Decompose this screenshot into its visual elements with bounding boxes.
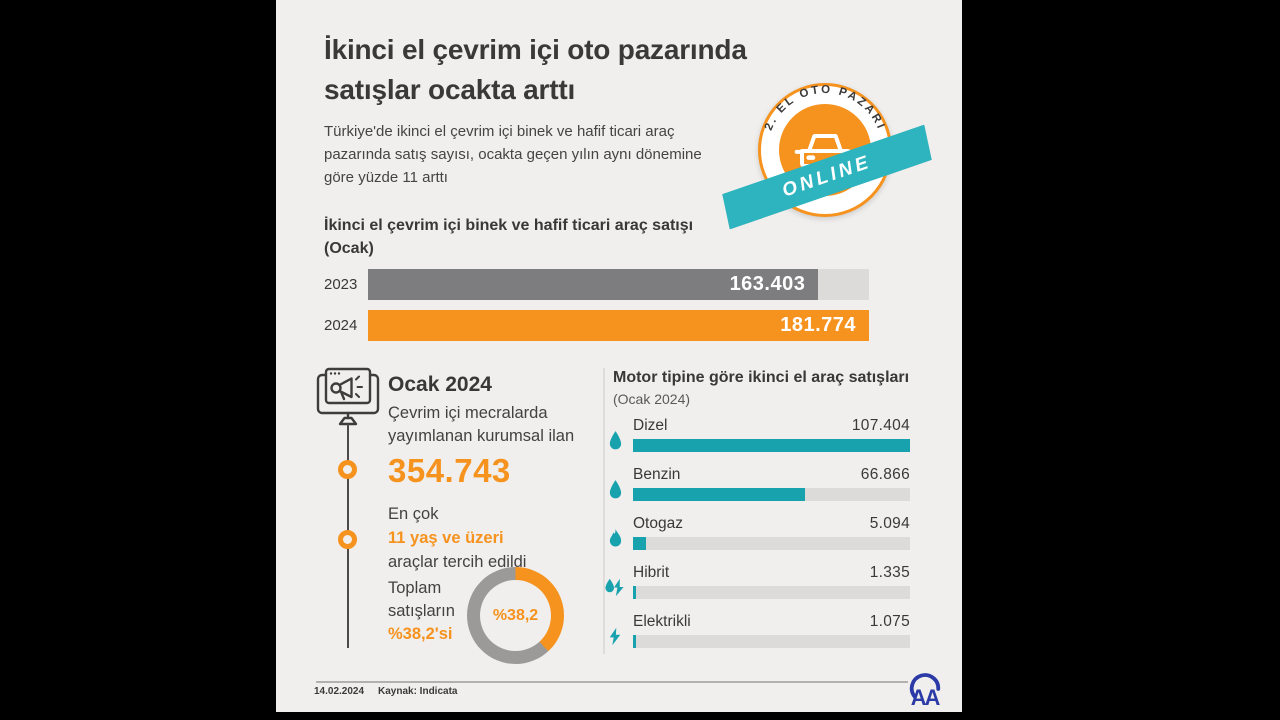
bar-fill-2024: 181.774 [368, 310, 869, 341]
title-line-1: İkinci el çevrim içi oto pazarında [324, 34, 747, 65]
listings-count: 354.743 [388, 452, 511, 489]
engine-value: 1.075 [869, 613, 910, 630]
engine-fill [633, 537, 647, 550]
share-donut-chart: %38,2 [467, 567, 564, 664]
bar-track-2024: 181.774 [368, 310, 869, 341]
badge-arc-label: 2. EL OTO PAZARI [763, 84, 885, 133]
flame-icon [609, 529, 622, 547]
infographic-page: İkinci el çevrim içi oto pazarında satış… [276, 0, 962, 712]
engine-chart-heading: Motor tipine göre ikinci el araç satışla… [613, 369, 910, 386]
engine-track [633, 439, 910, 452]
engine-row-otogaz: Otogaz 5.094 [608, 515, 910, 557]
bar-fill-2023: 163.403 [368, 269, 819, 300]
engine-value: 107.404 [851, 417, 910, 434]
title-line-2: satışlar ocakta arttı [324, 74, 576, 105]
bar-value-2023: 163.403 [729, 273, 806, 295]
footer-source: Kaynak: Indicata [378, 686, 458, 697]
total-line-2: satışların [388, 602, 455, 620]
sales-heading-line-2: (Ocak) [324, 240, 374, 257]
highlight-desc: Çevrim içi mecralarda yayımlanan kurumsa… [388, 402, 574, 448]
engine-chart-subheading: (Ocak 2024) [613, 391, 691, 407]
engine-track [633, 488, 910, 501]
page-subtitle: Türkiye'de ikinci el çevrim içi binek ve… [324, 123, 702, 186]
engine-fill [633, 586, 637, 599]
bar-label-2023: 2023 [324, 276, 358, 293]
engine-row-dizel: Dizel 107.404 [608, 417, 910, 459]
engine-label: Elektrikli [633, 613, 691, 630]
engine-value: 1.335 [869, 564, 910, 581]
engine-track [633, 537, 910, 550]
timeline-ring-1 [338, 460, 357, 479]
engine-label: Benzin [633, 466, 681, 483]
monitor-megaphone-icon [316, 367, 380, 426]
timeline-ring-2 [338, 530, 357, 549]
engine-row-elektrikli: Elektrikli 1.075 [608, 613, 910, 655]
engine-fill [633, 488, 806, 501]
footer-date: 14.02.2024 [314, 686, 365, 697]
engine-label: Dizel [633, 417, 668, 434]
total-line-1: Toplam [388, 579, 442, 597]
total-highlight: %38,2'si [388, 625, 453, 643]
age-preference-block: En çok 11 yaş ve üzeri araçlar tercih ed… [388, 502, 526, 574]
pref-intro: En çok [388, 505, 439, 523]
engine-label: Hibrit [633, 564, 670, 581]
engine-value: 5.094 [869, 515, 910, 532]
bolt-icon [609, 627, 621, 646]
svg-text:AA: AA [911, 685, 941, 709]
donut-center-label: %38,2 [492, 606, 539, 624]
sales-heading-line-1: İkinci el çevrim içi binek ve hafif tica… [324, 217, 694, 234]
bar-track-2023: 163.403 [368, 269, 869, 300]
droplet-icon [609, 431, 622, 450]
engine-label: Otogaz [633, 515, 683, 532]
engine-fill [633, 439, 910, 452]
donut-hole: %38,2 [480, 580, 551, 651]
engine-track [633, 586, 910, 599]
page-title: İkinci el çevrim içi oto pazarında satış… [324, 30, 747, 110]
aa-logo: AA [909, 673, 943, 709]
engine-row-hibrit: Hibrit 1.335 [605, 564, 910, 606]
bar-label-2024: 2024 [324, 317, 358, 334]
pref-rest: araçlar tercih edildi [388, 553, 527, 571]
engine-value: 66.866 [860, 466, 910, 483]
bar-value-2024: 181.774 [780, 314, 856, 336]
sales-chart-heading: İkinci el çevrim içi binek ve hafif tica… [324, 214, 693, 260]
droplet-bolt-icon [605, 578, 624, 597]
badge-arc-text: 2. EL OTO PAZARI [763, 84, 887, 133]
total-share-block: Toplam satışların %38,2'si [388, 577, 455, 646]
svg-text:2. EL OTO PAZARI: 2. EL OTO PAZARI [763, 84, 887, 133]
footer-rule [316, 681, 908, 683]
highlight-desc-line-1: Çevrim içi mecralarda [388, 404, 548, 422]
engine-track [633, 635, 910, 648]
highlight-heading: Ocak 2024 [388, 373, 492, 396]
engine-row-benzin: Benzin 66.866 [608, 466, 910, 508]
pref-highlight: 11 yaş ve üzeri [388, 529, 504, 547]
droplet-icon [609, 480, 622, 499]
column-divider [603, 368, 605, 654]
highlight-desc-line-2: yayımlanan kurumsal ilan [388, 427, 575, 445]
engine-fill [633, 635, 636, 648]
